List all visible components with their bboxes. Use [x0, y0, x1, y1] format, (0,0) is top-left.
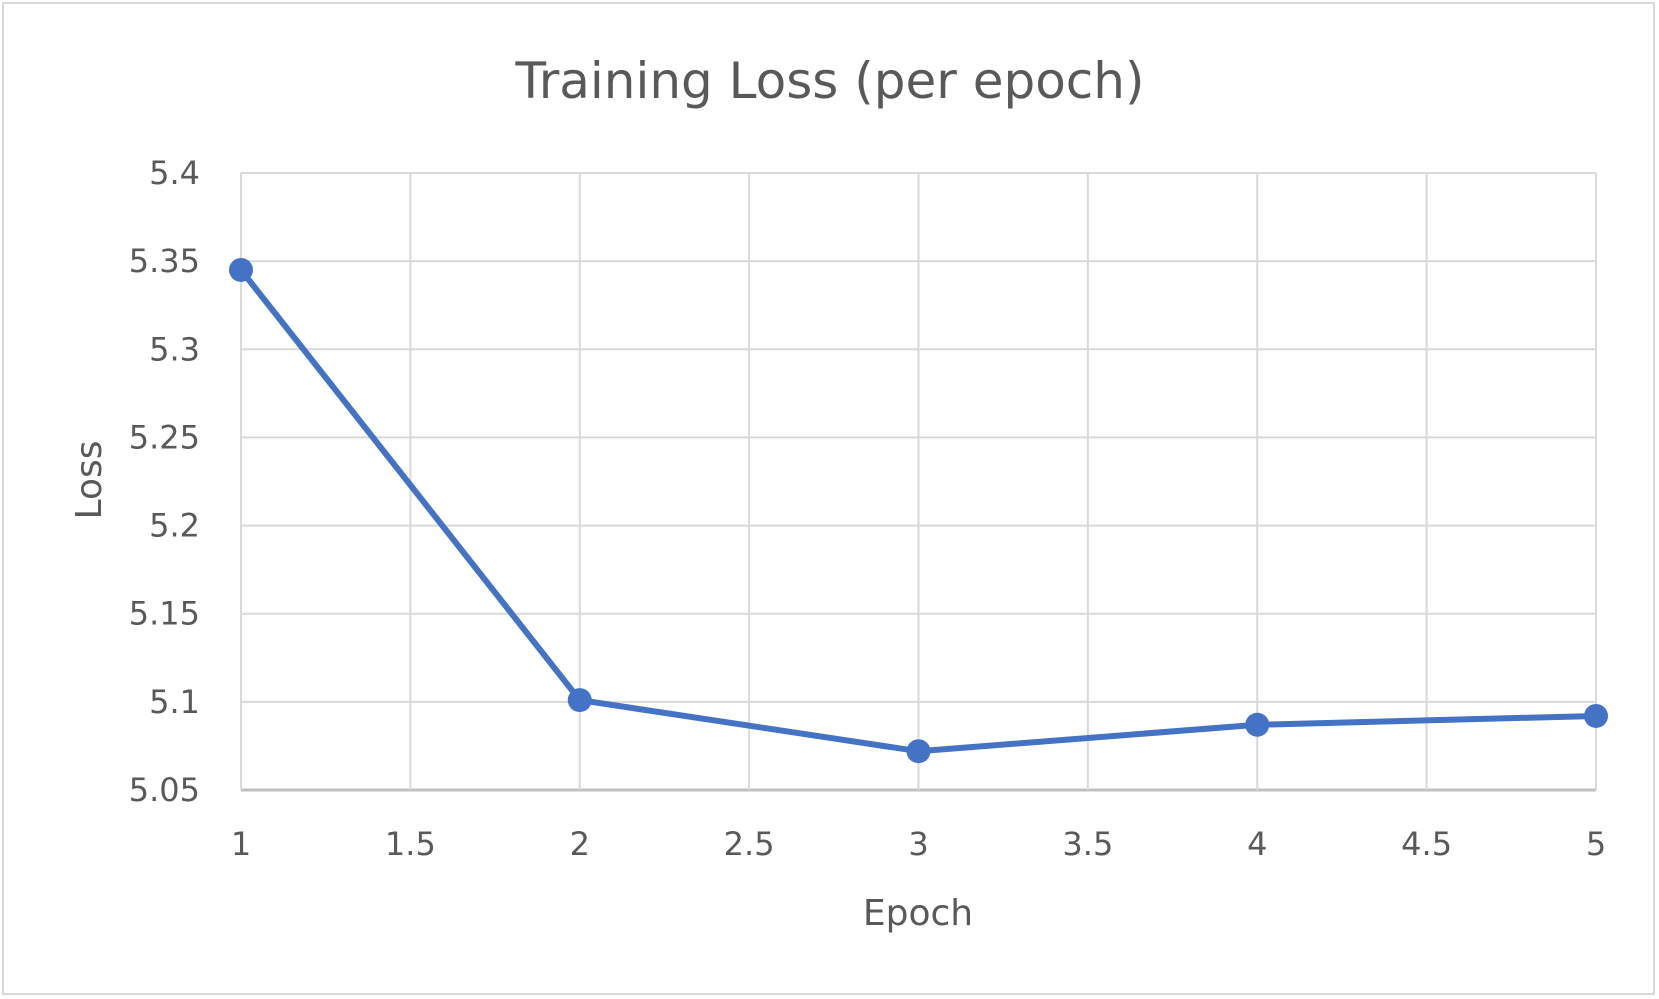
- chart-title: Training Loss (per epoch): [515, 52, 1145, 110]
- x-axis-ticks: 1 1.5 2 2.5 3 3.5 4 4.5 5: [231, 825, 1606, 863]
- y-axis-label: Loss: [69, 441, 110, 520]
- y-tick-label: 5.2: [149, 507, 200, 545]
- y-tick-label: 5.25: [129, 418, 200, 456]
- y-tick-label: 5.15: [129, 595, 200, 633]
- y-tick-label: 5.4: [149, 154, 200, 192]
- x-tick-label: 3.5: [1062, 825, 1113, 863]
- y-axis-ticks: 5.05 5.1 5.15 5.2 5.25 5.3 5.35 5.4: [129, 154, 200, 809]
- data-point: [567, 688, 592, 713]
- x-tick-label: 1: [231, 825, 251, 863]
- x-tick-label: 1.5: [385, 825, 436, 863]
- series-layer: [229, 257, 1608, 764]
- x-tick-label: 4: [1247, 825, 1267, 863]
- x-tick-label: 4.5: [1401, 825, 1452, 863]
- x-tick-label: 3: [908, 825, 928, 863]
- grid: [240, 172, 1597, 792]
- x-axis-label: Epoch: [863, 893, 973, 934]
- y-tick-label: 5.05: [129, 771, 200, 809]
- x-tick-label: 2.5: [724, 825, 775, 863]
- data-point: [1584, 703, 1608, 728]
- data-point: [906, 739, 931, 764]
- x-tick-label: 2: [570, 825, 590, 863]
- y-tick-label: 5.3: [149, 330, 200, 368]
- data-point: [1245, 712, 1270, 737]
- data-point: [229, 257, 253, 282]
- x-tick-label: 5: [1586, 825, 1606, 863]
- y-tick-label: 5.35: [129, 242, 200, 280]
- y-tick-label: 5.1: [149, 683, 200, 721]
